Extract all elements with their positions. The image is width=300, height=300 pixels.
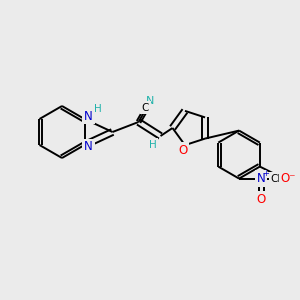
Text: N: N (84, 140, 93, 154)
Text: N: N (146, 96, 155, 106)
Text: CH₃: CH₃ (270, 174, 290, 184)
Text: O: O (256, 193, 266, 206)
Text: O⁻: O⁻ (280, 172, 296, 185)
Text: H: H (94, 104, 101, 114)
Text: +: + (262, 169, 269, 178)
Text: H: H (148, 140, 156, 150)
Text: C: C (142, 103, 149, 113)
Text: N: N (84, 110, 93, 122)
Text: N: N (257, 172, 266, 185)
Text: O: O (178, 144, 188, 157)
